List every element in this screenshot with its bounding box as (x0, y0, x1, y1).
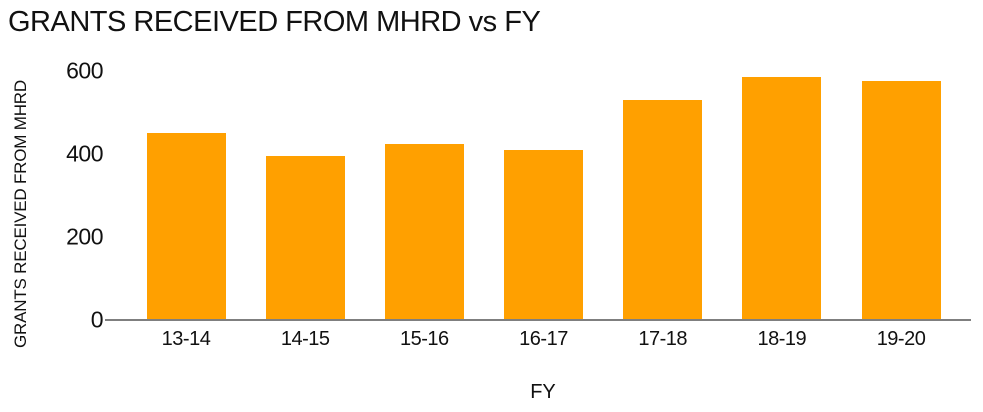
bar-18-19 (742, 77, 822, 320)
x-tick-label: 15-16 (400, 328, 449, 350)
bar-16-17 (504, 149, 583, 320)
bar-19-20 (861, 81, 941, 320)
y-tick-label: 0 (90, 306, 104, 333)
x-tick-label: 16-17 (519, 328, 568, 350)
x-axis-title: FY (530, 381, 556, 403)
chart-title: GRANTS RECEIVED FROM MHRD vs FY (8, 6, 541, 38)
x-axis-line (105, 319, 971, 321)
bar-14-15 (265, 156, 345, 320)
x-tick-label: 19-20 (876, 328, 926, 350)
y-tick-label: 600 (66, 57, 103, 84)
x-tick-label: 14-15 (280, 328, 330, 350)
x-tick-label: 17-18 (638, 328, 687, 350)
x-tick-label: 13-14 (161, 328, 211, 350)
y-tick-label: 400 (66, 140, 103, 167)
bar-15-16 (384, 143, 464, 320)
y-tick-label: 200 (66, 223, 103, 250)
x-tick-label: 18-19 (757, 328, 807, 350)
bar-13-14 (146, 133, 226, 320)
bar-17-18 (623, 100, 703, 320)
